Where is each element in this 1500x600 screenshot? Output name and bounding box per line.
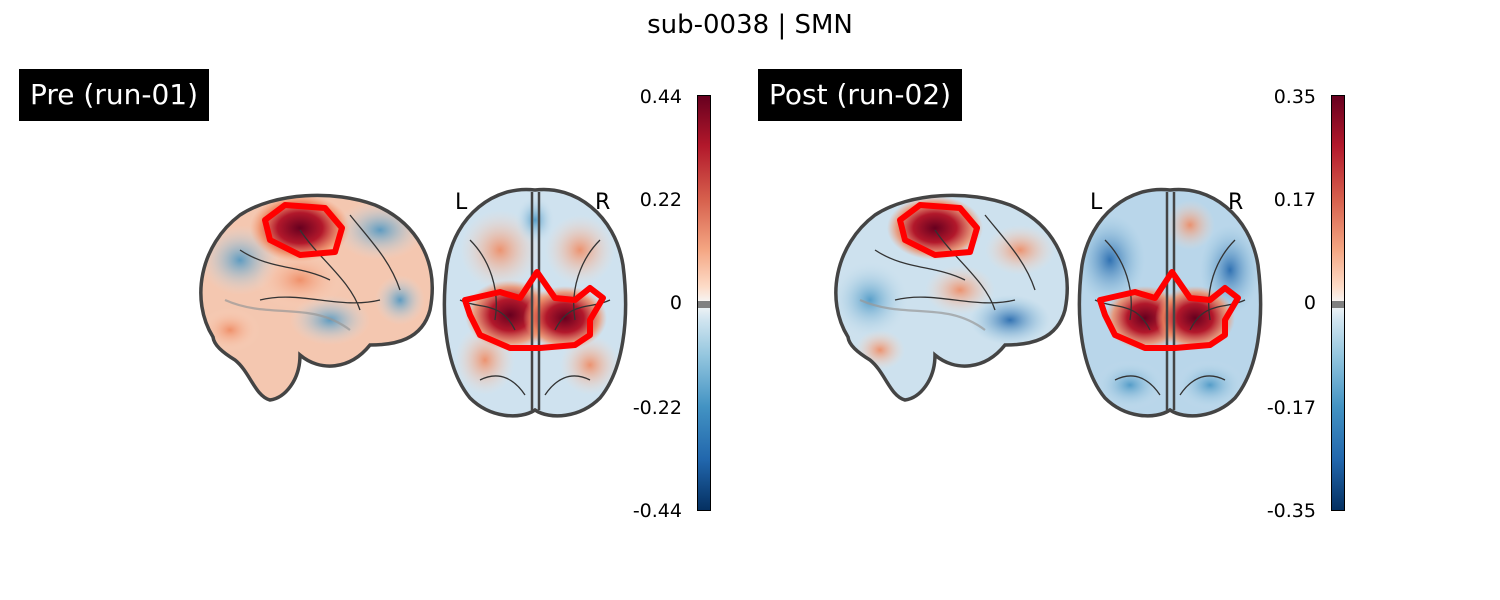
post-left-marker: L [1090, 190, 1103, 215]
post-colorbar-tick: 0.17 [1273, 189, 1316, 211]
post-axial-view [1077, 187, 1263, 418]
post-right-marker: R [1228, 190, 1244, 215]
pre-axial-view [442, 187, 628, 418]
post-colorbar [1331, 95, 1345, 511]
post-colorbar-threshold-band [1332, 301, 1344, 308]
pre-right-marker: R [595, 190, 611, 215]
post-sagittal-view [834, 193, 1069, 402]
post-colorbar-tick: -0.17 [1266, 397, 1316, 419]
pre-left-marker: L [455, 190, 468, 215]
post-colorbar-tick: 0 [1303, 292, 1316, 314]
post-colorbar-tick: 0.35 [1273, 86, 1316, 108]
pre-colorbar-tick: -0.44 [632, 500, 682, 522]
pre-colorbar-tick: -0.22 [632, 397, 682, 419]
pre-colorbar-tick: 0.44 [639, 86, 682, 108]
panel-label-post: Post (run-02) [758, 69, 963, 121]
pre-colorbar-tick: 0.22 [639, 189, 682, 211]
pre-colorbar-tick: 0 [669, 292, 682, 314]
pre-sagittal-view [199, 193, 434, 402]
pre-colorbar-threshold-band [698, 301, 710, 308]
panel-label-pre: Pre (run-01) [19, 69, 209, 121]
post-colorbar-tick: -0.35 [1266, 500, 1316, 522]
pre-colorbar [697, 95, 711, 511]
figure-title: sub-0038 | SMN [647, 10, 853, 40]
